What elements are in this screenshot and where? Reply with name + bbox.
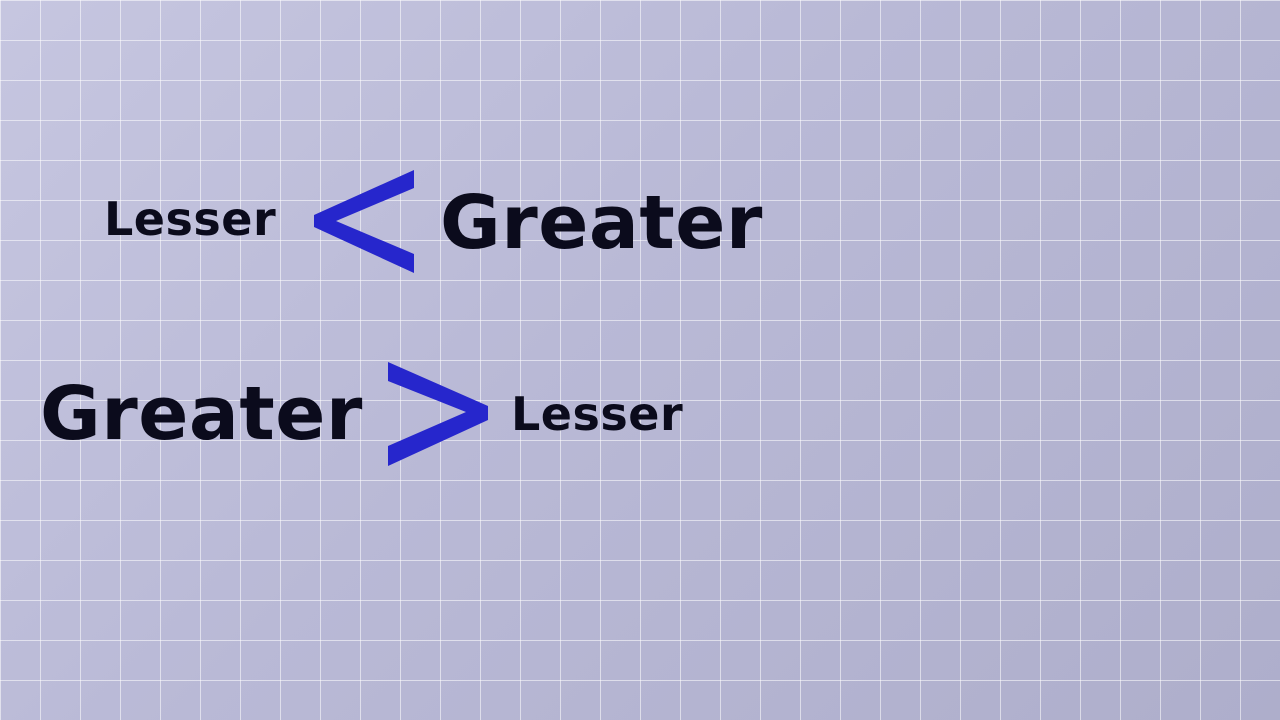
greater-label: Greater <box>40 371 363 457</box>
lesser-label: Lesser <box>104 192 277 246</box>
greater-than-icon <box>388 362 488 466</box>
less-than-icon <box>314 170 414 273</box>
greater-label: Greater <box>440 180 763 266</box>
lesser-label: Lesser <box>511 387 684 441</box>
